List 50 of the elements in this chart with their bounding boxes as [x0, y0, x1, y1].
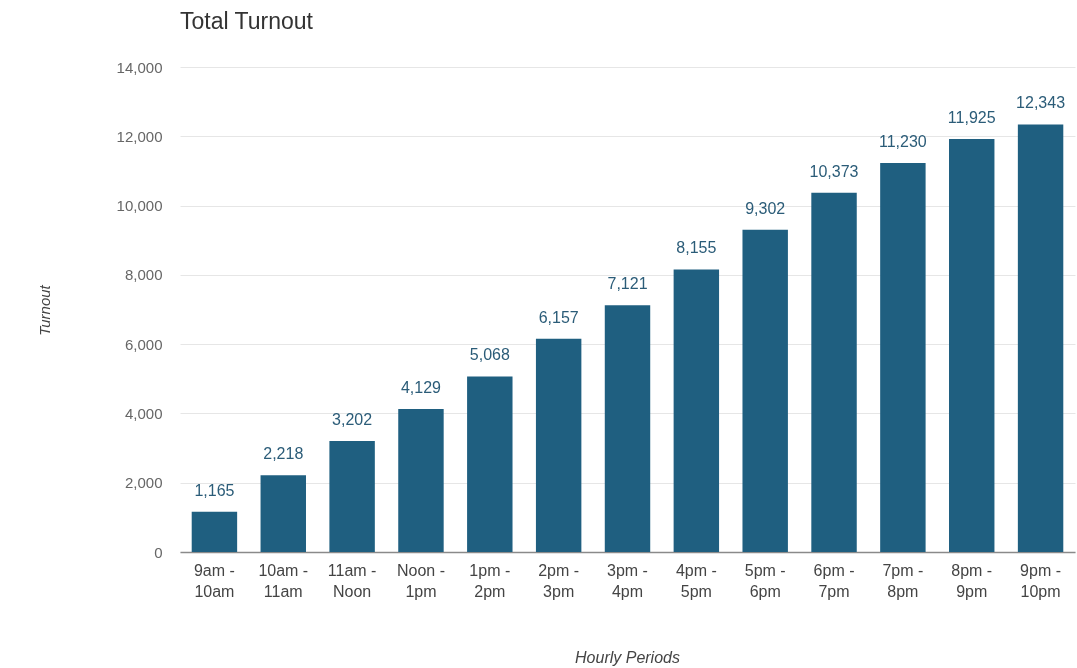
x-tick-label: 9pm - 10pm: [1020, 561, 1062, 600]
bar: [880, 162, 926, 552]
bar: [1017, 124, 1064, 552]
y-tick-label: 6,000: [124, 335, 163, 353]
bar: [467, 376, 513, 552]
y-tick-label: 0: [154, 543, 163, 561]
x-tick-label: 5pm - 6pm: [744, 561, 786, 600]
x-tick-label: 9am - 10am: [193, 561, 235, 600]
y-axis-title: Turnout: [35, 284, 53, 336]
data-label: 3,202: [332, 411, 373, 429]
data-label: 2,218: [263, 445, 304, 463]
x-tick-label: 8pm - 9pm: [951, 561, 993, 600]
x-tick-label: 7pm - 8pm: [882, 561, 924, 600]
bar: [398, 408, 444, 552]
y-tick-label: 12,000: [116, 127, 163, 145]
x-tick-label: 2pm - 3pm: [538, 561, 580, 600]
data-label: 12,343: [1016, 94, 1066, 112]
x-tick-label: Noon - 1pm: [396, 561, 445, 600]
x-tick-label: 11am - Noon: [327, 561, 377, 600]
x-tick-label: 3pm - 4pm: [607, 561, 648, 600]
data-label: 10,373: [809, 162, 859, 180]
data-label: 7,121: [607, 275, 648, 293]
data-label: 11,925: [947, 108, 996, 126]
data-label: 1,165: [194, 481, 235, 499]
data-label: 5,068: [469, 346, 510, 364]
bar: [260, 475, 306, 552]
bar: [949, 138, 995, 552]
bar: [535, 338, 582, 552]
bar: [811, 192, 857, 552]
x-tick-label: 4pm - 5pm: [675, 561, 717, 600]
y-tick-label: 14,000: [116, 58, 163, 76]
chart-title: Total Turnout: [180, 8, 314, 34]
bar: [329, 441, 375, 552]
data-label: 9,302: [745, 199, 786, 217]
y-tick-label: 8,000: [124, 266, 163, 284]
y-tick-label: 2,000: [124, 474, 163, 492]
bar: [673, 269, 720, 552]
bar: [604, 305, 651, 552]
data-label: 4,129: [400, 378, 442, 396]
data-label: 11,230: [879, 132, 927, 150]
x-tick-label: 10am - 11am: [258, 561, 309, 600]
y-tick-label: 4,000: [124, 404, 163, 422]
x-tick-label: 1pm - 2pm: [469, 561, 511, 600]
bar: [742, 229, 788, 552]
data-label: 8,155: [676, 239, 717, 257]
x-axis-title: Hourly Periods: [575, 648, 680, 666]
y-tick-label: 10,000: [116, 197, 163, 215]
data-label: 6,157: [538, 308, 579, 326]
x-tick-label: 6pm - 7pm: [813, 561, 855, 600]
bar: [191, 511, 238, 552]
